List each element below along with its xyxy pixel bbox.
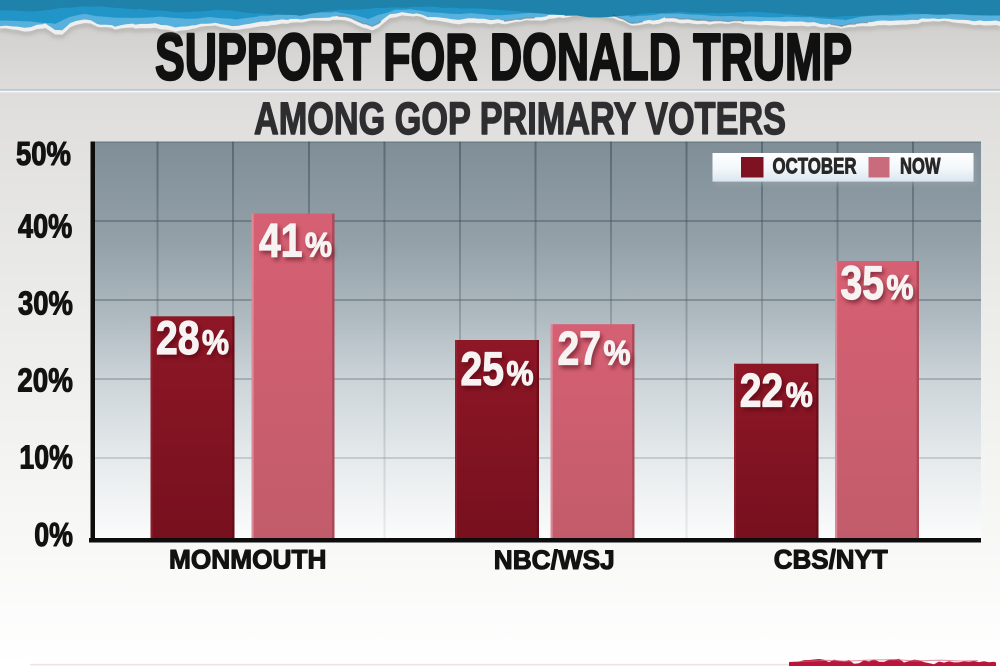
svg-text:22: 22 bbox=[742, 368, 786, 421]
svg-text:%: % bbox=[889, 272, 916, 310]
svg-text:%: % bbox=[305, 226, 332, 264]
svg-text:22: 22 bbox=[740, 365, 784, 418]
svg-text:%: % bbox=[202, 324, 229, 362]
svg-text:28: 28 bbox=[156, 312, 200, 365]
svg-text:%: % bbox=[507, 355, 534, 393]
svg-text:27: 27 bbox=[560, 326, 604, 379]
svg-text:CBS/NYT: CBS/NYT bbox=[774, 545, 889, 575]
svg-text:OCTOBER: OCTOBER bbox=[773, 154, 857, 179]
svg-text:30%: 30% bbox=[18, 286, 73, 323]
svg-text:41: 41 bbox=[259, 214, 303, 267]
svg-text:0%: 0% bbox=[34, 517, 73, 554]
svg-text:NOW: NOW bbox=[900, 154, 941, 179]
svg-text:NBC/WSJ: NBC/WSJ bbox=[494, 545, 615, 575]
svg-text:%: % bbox=[887, 269, 914, 307]
svg-text:25: 25 bbox=[463, 346, 507, 399]
svg-text:27: 27 bbox=[558, 323, 602, 376]
svg-text:40%: 40% bbox=[18, 209, 72, 246]
svg-text:%: % bbox=[606, 338, 633, 376]
svg-text:%: % bbox=[604, 335, 631, 373]
svg-text:SUPPORT FOR DONALD TRUMP: SUPPORT FOR DONALD TRUMP bbox=[155, 21, 852, 94]
svg-text:%: % bbox=[204, 327, 231, 365]
svg-text:AMONG GOP PRIMARY VOTERS: AMONG GOP PRIMARY VOTERS bbox=[254, 93, 786, 144]
svg-text:50%: 50% bbox=[16, 136, 71, 173]
svg-text:20%: 20% bbox=[17, 363, 73, 400]
svg-text:41: 41 bbox=[261, 218, 305, 271]
svg-text:35: 35 bbox=[843, 260, 887, 313]
svg-text:%: % bbox=[307, 230, 334, 268]
svg-text:MONMOUTH: MONMOUTH bbox=[169, 545, 327, 575]
svg-text:10%: 10% bbox=[19, 440, 73, 477]
svg-text:28: 28 bbox=[158, 315, 202, 368]
svg-text:35: 35 bbox=[841, 257, 885, 310]
svg-text:%: % bbox=[786, 377, 813, 415]
svg-text:%: % bbox=[509, 358, 536, 396]
svg-text:%: % bbox=[788, 380, 815, 418]
svg-text:25: 25 bbox=[461, 343, 505, 396]
